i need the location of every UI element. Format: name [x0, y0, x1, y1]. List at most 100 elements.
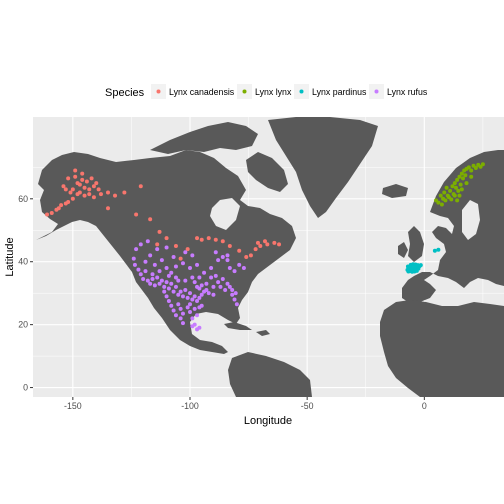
land-greenland [268, 117, 378, 218]
point-lynx-pardinus [406, 269, 411, 274]
point-lynx-rufus [155, 275, 160, 280]
point-lynx-rufus [204, 281, 209, 286]
point-lynx-lynx [452, 193, 457, 198]
point-lynx-rufus [195, 262, 200, 267]
point-lynx-canadensis [272, 240, 277, 245]
point-lynx-rufus [190, 297, 195, 302]
point-lynx-lynx [436, 200, 441, 205]
legend-dot-lynx-pardinus [299, 89, 304, 94]
x-tick-label: -50 [301, 401, 314, 411]
point-lynx-rufus [173, 264, 178, 269]
point-lynx-canadensis [255, 240, 260, 245]
point-lynx-rufus [192, 306, 197, 311]
point-lynx-rufus [204, 288, 209, 293]
land-iceland [382, 184, 408, 198]
point-lynx-lynx [455, 177, 460, 182]
point-lynx-rufus [230, 292, 235, 297]
water-gulf-of-mexico [196, 316, 232, 340]
point-lynx-rufus [227, 284, 232, 289]
point-lynx-canadensis [138, 184, 143, 189]
point-lynx-rufus [157, 281, 162, 286]
point-lynx-canadensis [66, 176, 71, 181]
x-tick-label: 0 [422, 401, 427, 411]
point-lynx-canadensis [59, 203, 64, 208]
point-lynx-rufus [188, 266, 192, 271]
point-lynx-rufus [157, 269, 162, 274]
y-tick-label: 0 [23, 383, 28, 393]
point-lynx-rufus [225, 258, 230, 263]
point-lynx-rufus [148, 253, 153, 258]
point-lynx-lynx [469, 174, 474, 179]
land-africa [380, 300, 504, 397]
legend-entry-lynx-lynx: Lynx lynx [237, 84, 292, 99]
point-lynx-rufus [173, 284, 178, 289]
legend-label-lynx-rufus: Lynx rufus [387, 87, 428, 97]
point-lynx-canadensis [244, 255, 249, 259]
point-lynx-canadensis [87, 187, 92, 192]
point-lynx-rufus [176, 302, 181, 307]
point-lynx-rufus [178, 289, 183, 294]
point-lynx-canadensis [248, 253, 253, 258]
point-lynx-rufus [227, 266, 232, 271]
point-lynx-canadensis [195, 236, 200, 241]
point-lynx-canadensis [105, 190, 110, 195]
point-lynx-lynx [457, 174, 462, 179]
point-lynx-canadensis [148, 217, 153, 222]
point-lynx-canadensis [199, 237, 204, 242]
point-lynx-lynx [460, 176, 465, 181]
point-lynx-canadensis [265, 242, 270, 247]
land-south-america [228, 352, 312, 397]
point-lynx-canadensis [98, 192, 103, 197]
point-lynx-rufus [164, 266, 169, 271]
point-lynx-canadensis [84, 179, 89, 184]
point-lynx-rufus [171, 308, 176, 313]
point-lynx-rufus [199, 283, 204, 288]
point-lynx-rufus [180, 311, 185, 316]
point-lynx-pardinus [415, 263, 420, 268]
point-lynx-rufus [143, 259, 148, 264]
point-lynx-rufus [233, 291, 238, 296]
point-lynx-lynx [457, 193, 462, 198]
legend-title: Species [105, 87, 145, 99]
point-lynx-lynx [456, 188, 461, 193]
point-lynx-canadensis [56, 206, 61, 211]
point-lynx-canadensis [49, 210, 54, 215]
point-lynx-rufus [152, 262, 157, 267]
point-lynx-canadensis [73, 168, 78, 173]
point-lynx-rufus [145, 278, 150, 283]
point-lynx-rufus [169, 303, 174, 308]
point-lynx-lynx [469, 168, 474, 173]
land-cuba [224, 322, 252, 330]
point-lynx-canadensis [68, 190, 73, 195]
point-lynx-lynx [453, 185, 458, 190]
point-lynx-canadensis [96, 187, 101, 192]
point-lynx-rufus [195, 299, 200, 304]
y-tick-label: 60 [18, 194, 28, 204]
point-lynx-canadensis [63, 201, 68, 206]
point-lynx-rufus [183, 250, 188, 255]
point-lynx-canadensis [122, 190, 127, 195]
point-lynx-rufus [155, 247, 160, 252]
point-lynx-canadensis [70, 196, 75, 201]
point-lynx-rufus [237, 262, 242, 267]
point-lynx-rufus [162, 289, 167, 294]
point-lynx-rufus [141, 277, 146, 282]
point-lynx-rufus [225, 281, 230, 286]
point-lynx-rufus [180, 294, 185, 299]
legend-entry-lynx-rufus: Lynx rufus [369, 84, 428, 99]
land-hispaniola [256, 330, 270, 336]
point-lynx-lynx [478, 164, 483, 169]
point-lynx-rufus [213, 273, 218, 278]
point-lynx-rufus [134, 247, 139, 252]
point-lynx-rufus [197, 295, 202, 300]
point-lynx-lynx [458, 182, 463, 187]
point-lynx-rufus [138, 242, 143, 247]
point-lynx-canadensis [80, 171, 85, 176]
point-lynx-rufus [223, 288, 228, 293]
point-lynx-canadensis [45, 212, 50, 217]
point-lynx-lynx [442, 190, 447, 195]
world-basemap [36, 117, 504, 397]
point-lynx-rufus [176, 278, 181, 283]
point-lynx-rufus [192, 280, 197, 285]
